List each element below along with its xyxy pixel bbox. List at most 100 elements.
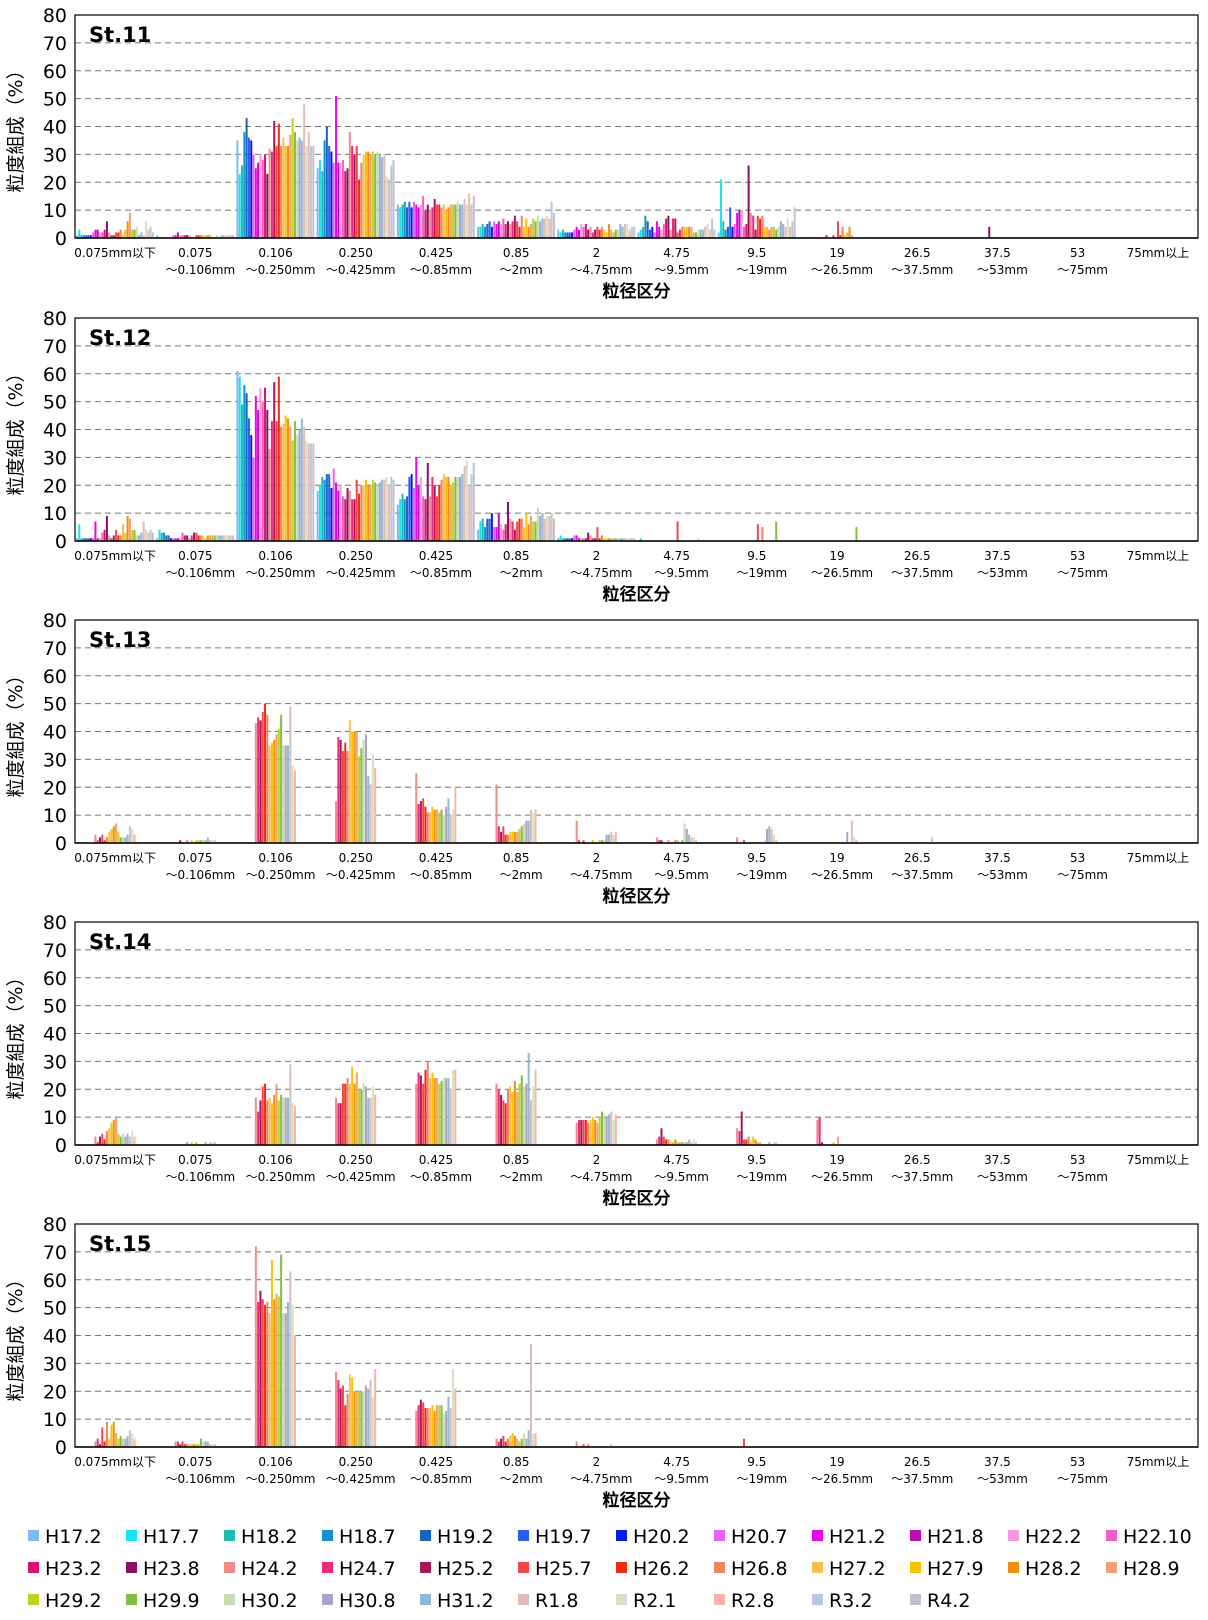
bar-H31.2-c6 bbox=[607, 1114, 610, 1145]
bar-R2.1-c5 bbox=[532, 1433, 535, 1447]
bar-R2.8-c1 bbox=[227, 235, 230, 238]
legend-swatch bbox=[910, 1594, 921, 1605]
bar-R2.1-c0 bbox=[131, 1433, 134, 1447]
bar-H20.2-c1 bbox=[170, 538, 173, 541]
bar-H20.7-c1 bbox=[172, 235, 175, 238]
bar-H28.2-c2 bbox=[273, 1094, 276, 1145]
legend-swatch bbox=[1008, 1562, 1019, 1573]
bar-H28.9-c7 bbox=[676, 1142, 679, 1145]
bar-R4.2-c6 bbox=[633, 226, 636, 238]
legend-swatch bbox=[224, 1562, 235, 1573]
y-tick-label: 50 bbox=[43, 1298, 67, 1320]
y-tick-label: 80 bbox=[43, 5, 67, 27]
legend-label: R2.1 bbox=[633, 1590, 677, 1612]
legend-item-H21.8: H21.8 bbox=[910, 1524, 984, 1550]
x-tick-sublabel: ～9.5mm bbox=[654, 1170, 708, 1184]
bar-H29.2-c7 bbox=[678, 1142, 681, 1145]
bar-H28.2-c3 bbox=[367, 485, 370, 541]
legend-swatch bbox=[518, 1562, 529, 1573]
bar-H23.8-c8 bbox=[747, 165, 750, 238]
bar-H20.2-c7 bbox=[651, 226, 654, 238]
legend-item-H21.2: H21.2 bbox=[812, 1524, 886, 1550]
bar-H25.2-c0 bbox=[112, 235, 115, 238]
bar-R3.2-c5 bbox=[550, 201, 553, 238]
bar-H28.9-c5 bbox=[516, 1438, 519, 1447]
bar-H23.8-c0 bbox=[105, 221, 108, 238]
bar-H26.2-c0 bbox=[117, 232, 120, 238]
bar-H17.2-c3 bbox=[316, 168, 319, 238]
bar-H25.2-c0 bbox=[99, 1136, 102, 1145]
bar-H29.2-c8 bbox=[759, 1142, 762, 1145]
bar-R2.1-c2 bbox=[291, 1103, 294, 1145]
y-tick-label: 20 bbox=[43, 172, 67, 194]
x-tick-sublabel: ～2mm bbox=[500, 868, 543, 882]
bar-H20.7-c0 bbox=[92, 538, 95, 541]
legend-swatch bbox=[28, 1594, 39, 1605]
x-tick-sublabel: ～26.5mm bbox=[811, 566, 873, 580]
bar-H25.7-c1 bbox=[195, 235, 198, 238]
bar-H29.9-c7 bbox=[695, 232, 698, 238]
bar-R2.8-c1 bbox=[213, 840, 216, 843]
bar-H22.10-c4 bbox=[422, 496, 425, 541]
legend-swatch bbox=[616, 1562, 627, 1573]
x-tick-sublabel: ～2mm bbox=[500, 566, 543, 580]
bar-H29.9-c1 bbox=[199, 840, 202, 843]
bar-H25.7-c5 bbox=[502, 826, 505, 843]
bar-H29.2-c4 bbox=[452, 482, 455, 541]
y-tick-label: 60 bbox=[43, 968, 67, 990]
legend-label: H19.2 bbox=[437, 1526, 494, 1548]
bar-H24.7-c4 bbox=[417, 1072, 420, 1145]
bar-R2.8-c2 bbox=[293, 1105, 296, 1145]
bar-R3.2-c3 bbox=[390, 476, 393, 541]
bar-H25.2-c6 bbox=[594, 229, 597, 238]
bar-H21.8-c7 bbox=[658, 226, 661, 238]
bar-H19.2-c2 bbox=[245, 393, 248, 541]
bar-H24.2-c5 bbox=[509, 518, 512, 541]
legend-swatch bbox=[616, 1594, 627, 1605]
bar-H29.9-c3 bbox=[374, 482, 377, 541]
bar-H25.7-c6 bbox=[582, 1119, 585, 1145]
bar-R1.8-c8 bbox=[784, 226, 787, 238]
bar-R2.1-c4 bbox=[465, 204, 468, 238]
bar-R1.8-c3 bbox=[383, 479, 386, 541]
y-tick-label: 60 bbox=[43, 666, 67, 688]
bar-H29.9-c6 bbox=[600, 1111, 603, 1145]
bar-R3.2-c2 bbox=[310, 146, 313, 238]
bar-H17.2-c3 bbox=[316, 490, 319, 541]
bar-H26.2-c4 bbox=[424, 1069, 427, 1145]
x-tick-sublabel: ～0.85mm bbox=[410, 263, 472, 277]
bar-H17.2-c0 bbox=[76, 235, 79, 238]
bar-H26.2-c0 bbox=[117, 535, 120, 541]
bar-H21.8-c5 bbox=[497, 221, 500, 238]
bar-H27.9-c2 bbox=[284, 146, 287, 238]
bar-H23.8-c1 bbox=[186, 535, 189, 541]
x-tick-label: 37.5 bbox=[984, 1153, 1011, 1167]
bar-H27.2-c0 bbox=[122, 235, 125, 238]
legend-item-H24.7: H24.7 bbox=[322, 1556, 396, 1582]
bar-H20.2-c6 bbox=[571, 232, 574, 238]
bar-H28.9-c5 bbox=[516, 831, 519, 843]
bar-H29.2-c1 bbox=[197, 840, 200, 843]
bar-H31.2-c1 bbox=[206, 1441, 209, 1447]
bar-H30.8-c8 bbox=[766, 829, 769, 843]
bar-R4.2-c1 bbox=[232, 535, 235, 541]
legend-item-H27.2: H27.2 bbox=[812, 1556, 886, 1582]
bar-R1.8-c0 bbox=[142, 521, 145, 541]
bar-R1.8-c5 bbox=[529, 809, 532, 843]
bar-H28.9-c5 bbox=[529, 224, 532, 238]
bar-H24.2-c7 bbox=[655, 1139, 658, 1145]
bar-H23.8-c4 bbox=[426, 204, 429, 238]
bar-H31.2-c6 bbox=[607, 834, 610, 843]
bar-H30.8-c6 bbox=[619, 538, 622, 541]
bar-H21.2-c5 bbox=[495, 224, 498, 238]
bar-H26.2-c2 bbox=[264, 703, 267, 844]
bar-R2.8-c3 bbox=[387, 179, 390, 238]
bar-R3.2-c8 bbox=[791, 221, 794, 238]
bar-H29.9-c4 bbox=[440, 809, 443, 843]
x-tick-sublabel: ～0.425mm bbox=[326, 868, 396, 882]
legend-item-H23.8: H23.8 bbox=[126, 1556, 200, 1582]
x-tick-label: 0.85 bbox=[503, 246, 530, 260]
x-tick-sublabel: ～53mm bbox=[977, 566, 1028, 580]
x-tick-label: 0.250 bbox=[339, 246, 373, 260]
x-tick-sublabel: ～4.75mm bbox=[570, 1472, 632, 1486]
